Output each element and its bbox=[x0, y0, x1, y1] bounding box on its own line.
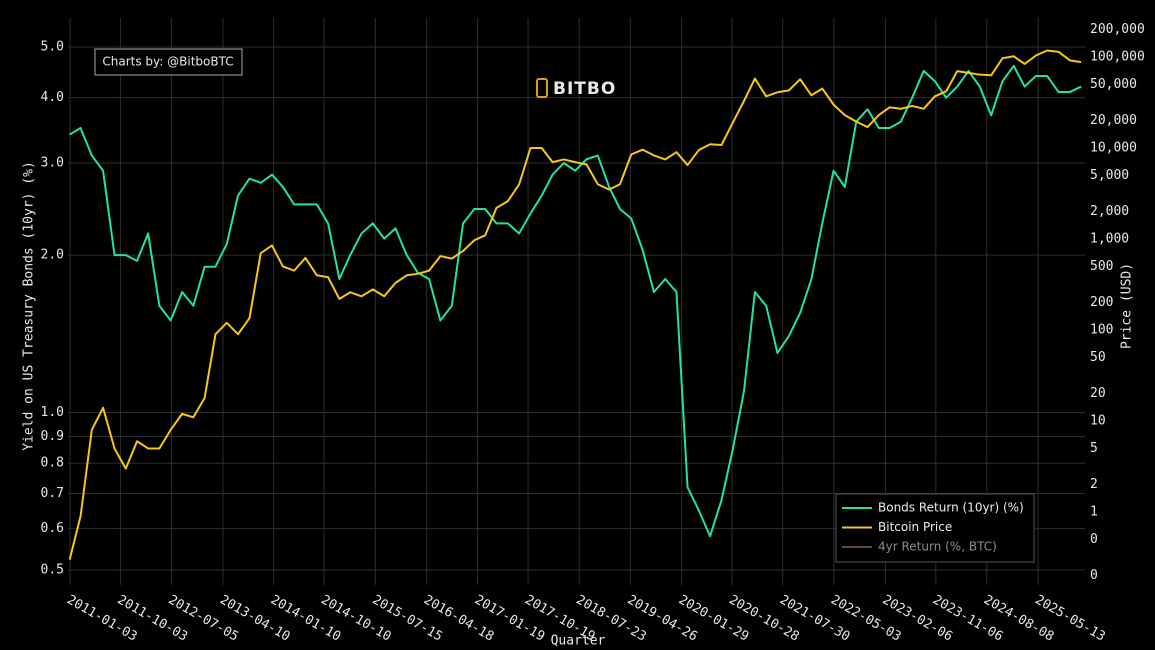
legend: Bonds Return (10yr) (%) Bitcoin Price 4yr … bbox=[835, 493, 1035, 563]
x-axis-label: Quarter bbox=[551, 634, 606, 649]
y2-tick-label: 1,000 bbox=[1090, 232, 1129, 247]
legend-label: Bitcoin Price bbox=[878, 520, 952, 534]
y2-tick-label: 200,000 bbox=[1090, 22, 1145, 37]
data-line bbox=[69, 64, 1082, 538]
y2-axis-label: Price (USD) bbox=[1120, 263, 1135, 349]
y-tick-label: 0.7 bbox=[41, 486, 64, 501]
y2-tick-label: 10 bbox=[1090, 414, 1106, 429]
y2-tick-label: 5,000 bbox=[1090, 168, 1129, 183]
y2-tick-label: 20 bbox=[1090, 386, 1106, 401]
legend-label: 4yr Return (%, BTC) bbox=[878, 540, 997, 554]
y-tick-label: 0.9 bbox=[41, 429, 64, 444]
data-line bbox=[68, 49, 1082, 560]
y-tick-label: 5.0 bbox=[41, 39, 64, 54]
logo-icon bbox=[536, 78, 548, 98]
y-tick-label: 2.0 bbox=[41, 248, 64, 263]
y-tick-label: 3.0 bbox=[41, 155, 64, 170]
y2-tick-label: 0 bbox=[1090, 568, 1098, 583]
y2-tick-label: 50 bbox=[1090, 350, 1106, 365]
y2-tick-label: 20,000 bbox=[1090, 113, 1137, 128]
legend-label: Bonds Return (10yr) (%) bbox=[878, 501, 1024, 515]
annotation-box bbox=[94, 48, 243, 76]
logo: BITBO bbox=[536, 78, 616, 99]
y2-tick-label: 2 bbox=[1090, 477, 1098, 492]
y-tick-label: 0.8 bbox=[41, 456, 64, 471]
y2-tick-label: 0 bbox=[1090, 532, 1098, 547]
y-axis-label: Yield on US Treasury Bonds (10yr) (%) bbox=[22, 161, 37, 451]
y2-tick-label: 1 bbox=[1090, 505, 1098, 520]
y-tick-label: 0.6 bbox=[41, 521, 64, 536]
y2-tick-label: 100 bbox=[1090, 323, 1113, 338]
y-tick-label: 4.0 bbox=[41, 90, 64, 105]
y2-tick-label: 10,000 bbox=[1090, 141, 1137, 156]
y2-tick-label: 500 bbox=[1090, 259, 1113, 274]
y2-tick-label: 2,000 bbox=[1090, 204, 1129, 219]
y2-tick-label: 50,000 bbox=[1090, 77, 1137, 92]
y-tick-label: 1.0 bbox=[41, 405, 64, 420]
y-tick-label: 0.5 bbox=[41, 562, 64, 577]
y2-tick-label: 100,000 bbox=[1090, 50, 1145, 65]
plot-lines bbox=[68, 49, 1082, 560]
logo-text: BITBO bbox=[553, 79, 616, 99]
y2-tick-label: 5 bbox=[1090, 441, 1098, 456]
annotation: Charts by: @BitboBTC bbox=[102, 55, 233, 69]
y2-tick-label: 200 bbox=[1090, 295, 1113, 310]
